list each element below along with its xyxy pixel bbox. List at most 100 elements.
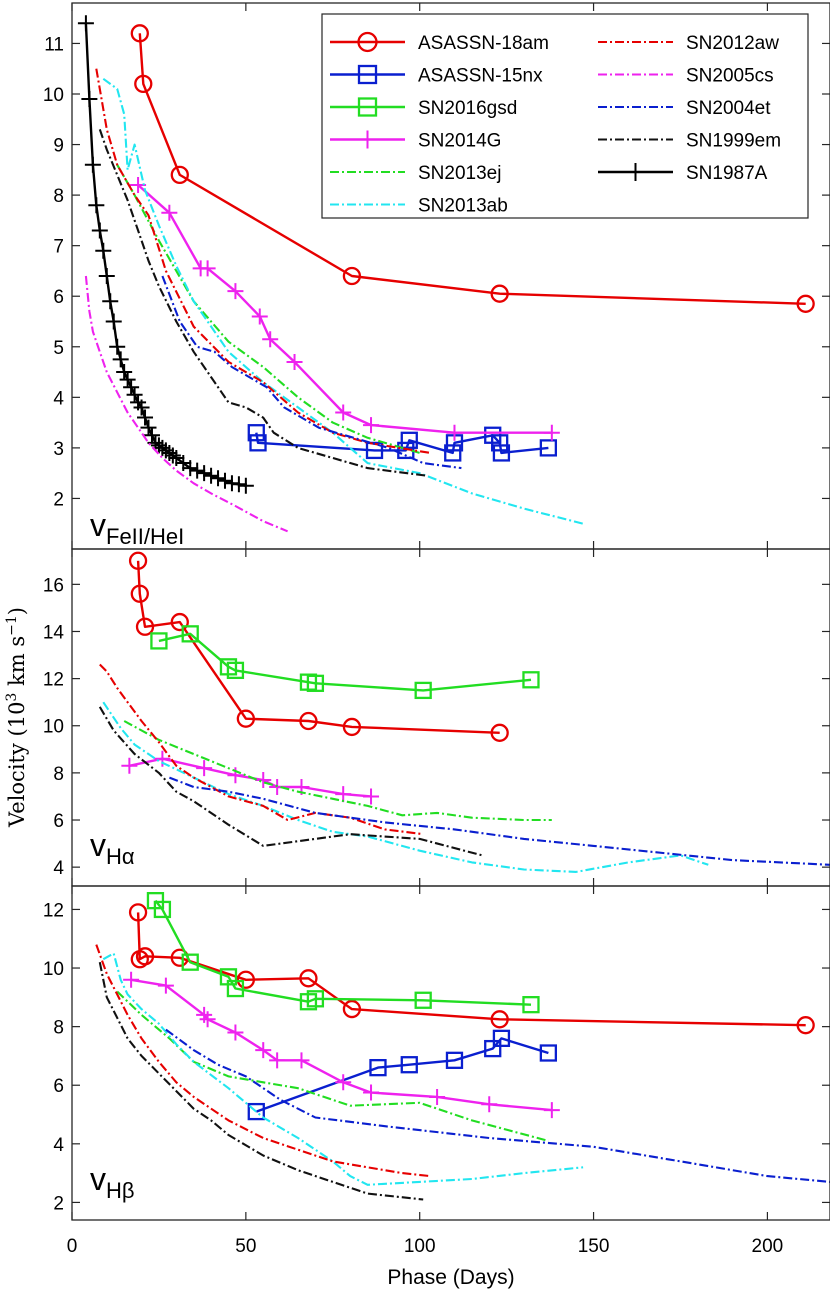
data-point-asassn-15nx xyxy=(491,434,509,452)
series-sn2014g xyxy=(123,971,560,1119)
data-point-asassn-18am xyxy=(130,24,149,43)
series-sn2013ej xyxy=(116,990,549,1142)
series-sn2004et xyxy=(165,1028,830,1183)
data-point-sn2014g xyxy=(481,1096,498,1113)
data-point-sn2016gsd xyxy=(226,661,245,680)
panel-frame-h-beta xyxy=(71,885,830,1221)
data-point-sn2014g xyxy=(543,424,560,441)
data-point-sn2014g xyxy=(121,757,138,774)
data-point-sn1987a xyxy=(81,91,98,108)
series-asassn-18am xyxy=(128,551,509,742)
data-point-sn2014g xyxy=(123,971,140,988)
data-point-sn2016gsd xyxy=(153,900,172,919)
data-point-sn2014g xyxy=(363,417,380,434)
y-tick-label: 6 xyxy=(53,811,64,832)
data-point-sn1987a xyxy=(102,293,119,310)
data-point-sn2014g xyxy=(161,204,178,221)
series-sn2013ab xyxy=(102,77,584,525)
x-axis-label: Phase (Days) xyxy=(387,1266,514,1289)
x-tick-label: 0 xyxy=(67,1236,78,1257)
y-tick-label: 12 xyxy=(43,900,64,921)
data-point-sn1987a xyxy=(91,222,108,239)
series-sn2013ej xyxy=(116,164,420,454)
data-point-asassn-15nx xyxy=(247,424,265,442)
data-point-asassn-15nx xyxy=(444,444,462,462)
data-point-sn1987a xyxy=(84,156,101,173)
panel-label-sub: FeII/HeI xyxy=(106,524,184,549)
panel-label-h-alpha: vHα xyxy=(90,827,135,869)
series-asassn-15nx xyxy=(247,1029,558,1121)
y-tick-label: 10 xyxy=(43,85,64,106)
y-axis-label-part: Velocity (10 xyxy=(5,702,29,828)
legend-entry-sn2012aw: SN2012aw xyxy=(598,33,779,54)
y-axis-label-sup: 3 xyxy=(4,693,20,702)
legend-entry-sn1987a: SN1987A xyxy=(598,163,768,184)
legend-entry-sn2016gsd: SN2016gsd xyxy=(330,97,517,119)
data-point-sn1987a xyxy=(143,427,160,444)
data-point-sn1987a xyxy=(210,470,227,487)
data-point-asassn-18am xyxy=(796,1016,815,1035)
y-tick-label: 11 xyxy=(44,34,64,55)
y-axis-label-units: km s xyxy=(5,636,29,693)
series-sn2004et xyxy=(161,275,462,470)
data-point-asassn-15nx xyxy=(539,439,558,457)
data-point-sn1987a xyxy=(126,386,143,403)
data-point-sn2016gsd xyxy=(414,681,432,700)
data-point-sn2014g xyxy=(154,750,171,767)
data-point-sn1987a xyxy=(88,197,105,214)
data-point-sn2016gsd xyxy=(306,674,325,692)
data-point-sn1987a xyxy=(95,242,112,259)
data-point-sn1987a xyxy=(189,462,206,479)
series-sn2016gsd xyxy=(146,891,540,1014)
series-line-sn1999em xyxy=(98,706,483,857)
legend-label: SN2012aw xyxy=(686,33,779,54)
x-tick-label: 200 xyxy=(752,1236,784,1257)
data-point-sn1987a xyxy=(203,467,220,484)
y-tick-label: 6 xyxy=(53,1076,64,1097)
series-sn2013ab xyxy=(102,952,584,1186)
data-point-sn2014g xyxy=(335,404,352,421)
legend-entry-sn1999em: SN1999em xyxy=(598,131,781,152)
y-tick-label: 2 xyxy=(53,489,64,510)
series-sn2013ej xyxy=(123,720,552,822)
data-point-sn2014g xyxy=(269,1052,286,1069)
legend-marker xyxy=(358,130,377,149)
data-point-sn1987a xyxy=(230,476,247,493)
x-tick-label: 100 xyxy=(404,1236,436,1257)
data-point-asassn-18am xyxy=(128,903,148,922)
y-tick-label: 14 xyxy=(43,622,65,643)
legend-entry-sn2005cs: SN2005cs xyxy=(598,66,774,87)
legend-marker xyxy=(626,163,645,181)
y-tick-label: 6 xyxy=(53,287,64,308)
data-point-asassn-15nx xyxy=(400,1056,418,1074)
data-point-asassn-15nx xyxy=(492,1029,511,1048)
y-tick-label: 10 xyxy=(43,959,64,980)
data-point-asassn-18am xyxy=(490,284,509,303)
data-point-sn2014g xyxy=(227,283,244,300)
x-tick-label: 50 xyxy=(235,1236,256,1257)
data-point-sn2014g xyxy=(446,424,463,441)
data-point-sn1987a xyxy=(77,15,94,32)
data-point-sn2016gsd xyxy=(150,632,168,650)
y-tick-label: 7 xyxy=(53,237,64,258)
legend-label: SN2016gsd xyxy=(418,98,517,119)
data-point-asassn-15nx xyxy=(400,431,418,449)
data-point-sn2016gsd xyxy=(522,671,540,689)
data-point-sn1987a xyxy=(109,338,126,355)
data-point-sn2016gsd xyxy=(226,979,245,998)
series-line-sn2016gsd xyxy=(154,899,532,1006)
data-point-asassn-18am xyxy=(170,165,189,185)
data-point-sn1987a xyxy=(98,268,115,284)
legend-label: SN1999em xyxy=(686,131,781,152)
legend-box xyxy=(321,13,809,219)
legend-label: SN2005cs xyxy=(686,66,774,87)
data-point-sn2016gsd xyxy=(181,953,199,971)
data-point-sn2014g xyxy=(251,308,268,325)
series-sn1999em xyxy=(98,961,424,1201)
data-point-asassn-18am xyxy=(135,947,155,966)
legend-entry-sn2013ab: SN2013ab xyxy=(330,196,508,217)
data-point-asassn-18am xyxy=(342,266,362,286)
series-asassn-18am xyxy=(130,24,815,313)
ticks-h-alpha: 4 6 8 10 12 14 16 xyxy=(43,549,830,886)
y-tick-label: 4 xyxy=(53,1135,64,1156)
